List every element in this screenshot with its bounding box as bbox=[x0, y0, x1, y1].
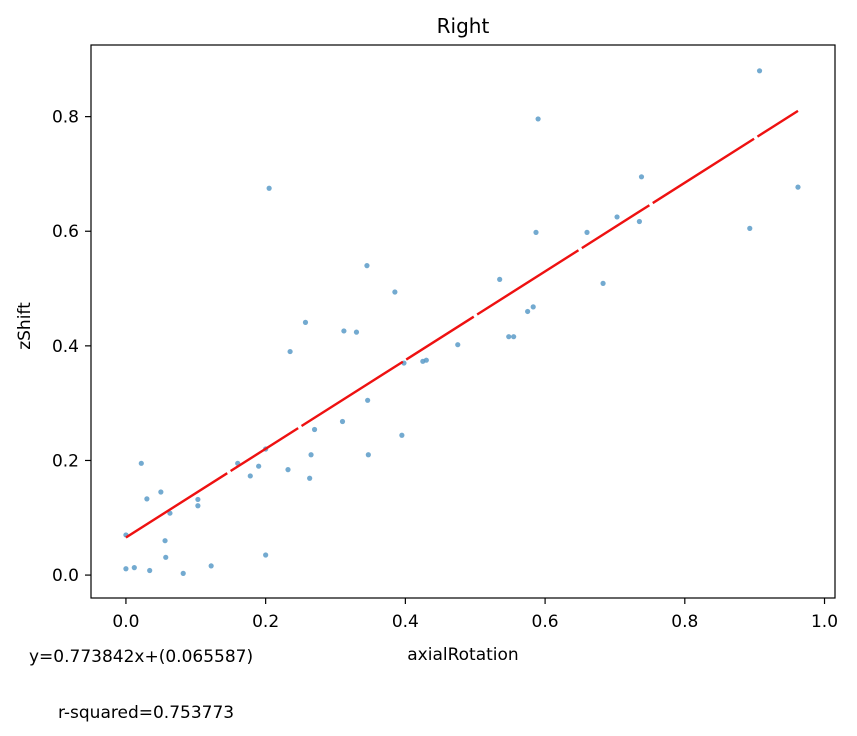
data-point bbox=[131, 565, 137, 571]
r-squared-label: r-squared=0.753773 bbox=[58, 703, 234, 723]
data-point bbox=[636, 218, 642, 225]
y-tick-label: 0.8 bbox=[52, 108, 79, 128]
data-point bbox=[525, 308, 531, 315]
axes-frame bbox=[90, 44, 836, 599]
data-point bbox=[247, 473, 253, 479]
data-point bbox=[614, 214, 620, 220]
regression-equation: y=0.773842x+(0.065587) bbox=[29, 647, 253, 667]
data-point bbox=[302, 319, 309, 325]
data-point bbox=[497, 276, 503, 282]
data-point bbox=[208, 563, 214, 569]
y-axis: 0.0 0.2 0.4 0.6 0.8 bbox=[52, 108, 91, 586]
data-point bbox=[147, 567, 153, 574]
data-point bbox=[638, 174, 645, 180]
data-point bbox=[158, 489, 164, 495]
regression-line bbox=[125, 109, 799, 539]
x-tick-label: 0.4 bbox=[392, 612, 419, 632]
data-point bbox=[530, 304, 536, 310]
y-tick-label: 0.0 bbox=[52, 566, 79, 586]
data-point bbox=[511, 334, 517, 340]
data-point bbox=[353, 329, 360, 335]
chart-title: Right bbox=[437, 14, 490, 38]
data-point bbox=[195, 496, 201, 503]
y-tick-label: 0.2 bbox=[52, 451, 79, 471]
data-point bbox=[123, 566, 129, 572]
data-point bbox=[535, 116, 541, 122]
data-point bbox=[339, 418, 346, 425]
data-point bbox=[285, 467, 291, 473]
data-point bbox=[263, 552, 269, 558]
data-point bbox=[506, 334, 512, 340]
data-point bbox=[311, 426, 318, 433]
x-axis: 0.0 0.2 0.4 0.6 0.8 1.0 bbox=[112, 598, 838, 632]
data-point bbox=[455, 342, 461, 348]
data-point bbox=[584, 229, 590, 235]
x-tick-label: 0.2 bbox=[252, 612, 279, 632]
data-point bbox=[163, 554, 169, 560]
data-point bbox=[533, 229, 539, 235]
data-point bbox=[144, 496, 150, 502]
data-point bbox=[138, 460, 144, 466]
data-point bbox=[747, 225, 753, 231]
data-point bbox=[287, 348, 293, 355]
y-tick-label: 0.4 bbox=[52, 337, 79, 357]
data-point bbox=[392, 289, 398, 295]
x-axis-title: axialRotation bbox=[407, 645, 518, 665]
data-point bbox=[308, 452, 314, 458]
y-axis-title: zShift bbox=[15, 302, 35, 350]
data-point bbox=[423, 357, 429, 363]
data-point bbox=[266, 185, 272, 191]
y-tick-label: 0.6 bbox=[52, 222, 79, 242]
x-tick-label: 0.0 bbox=[112, 612, 139, 632]
data-point bbox=[341, 328, 347, 334]
data-point bbox=[756, 68, 763, 74]
data-point bbox=[256, 463, 262, 469]
data-point bbox=[365, 397, 371, 403]
data-point bbox=[167, 510, 173, 516]
data-point bbox=[195, 503, 201, 509]
plot-area bbox=[123, 68, 801, 576]
data-point bbox=[399, 432, 405, 438]
data-point bbox=[365, 452, 371, 458]
data-point bbox=[180, 570, 186, 576]
data-point bbox=[162, 538, 168, 544]
data-point bbox=[600, 280, 606, 286]
data-point bbox=[307, 475, 313, 481]
data-point bbox=[795, 184, 801, 190]
x-tick-label: 0.8 bbox=[671, 612, 698, 632]
x-tick-label: 0.6 bbox=[532, 612, 559, 632]
x-tick-label: 1.0 bbox=[811, 612, 838, 632]
data-point bbox=[364, 263, 370, 269]
